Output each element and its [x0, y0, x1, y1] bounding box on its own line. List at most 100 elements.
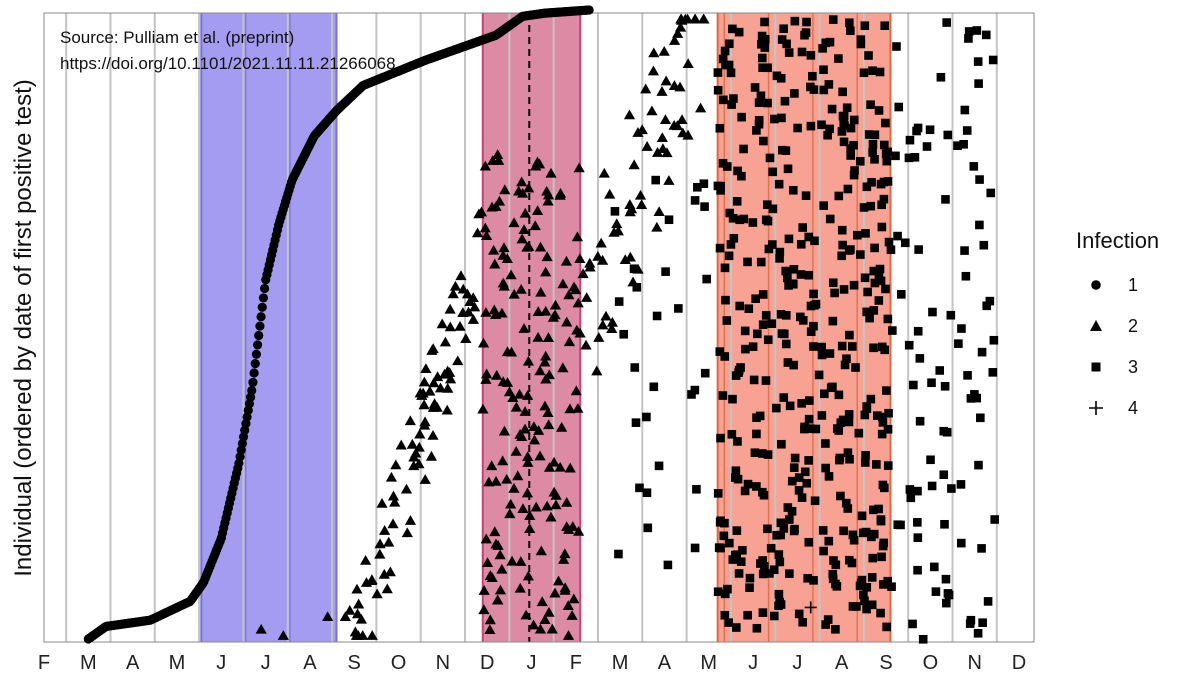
point-infection-3: [849, 115, 859, 125]
point-infection-3: [834, 390, 844, 400]
point-infection-2: [534, 450, 546, 461]
point-infection-3: [806, 327, 816, 336]
point-infection-3: [834, 191, 844, 201]
point-infection-3: [790, 453, 800, 463]
point-infection-2: [322, 611, 334, 622]
point-infection-3: [972, 393, 982, 403]
point-infection-3: [782, 39, 791, 49]
x-tick-label: S: [348, 652, 361, 674]
point-infection-2: [484, 624, 496, 635]
point-infection-3: [828, 382, 837, 392]
point-infection-3: [861, 450, 870, 460]
point-infection-3: [862, 307, 871, 317]
point-infection-3: [750, 83, 760, 92]
point-infection-2: [651, 147, 664, 157]
point-infection-3: [781, 339, 791, 349]
point-infection-2: [255, 623, 267, 634]
point-infection-3: [805, 396, 814, 405]
point-infection-3: [880, 140, 889, 150]
point-infection-3: [861, 527, 871, 537]
point-infection-3: [960, 105, 970, 115]
point-infection-2: [528, 434, 541, 445]
point-infection-3: [831, 625, 840, 634]
point-infection-3: [718, 54, 728, 64]
point-infection-3: [983, 597, 993, 606]
point-infection-1: [249, 368, 259, 378]
point-infection-2: [581, 292, 593, 302]
point-infection-3: [866, 100, 875, 109]
x-tick-label: A: [303, 652, 317, 674]
point-infection-3: [783, 358, 793, 367]
point-infection-3: [843, 184, 853, 194]
point-infection-3: [809, 85, 819, 94]
point-infection-2: [659, 114, 672, 125]
point-infection-3: [720, 610, 730, 620]
point-infection-3: [754, 119, 764, 129]
point-infection-2: [344, 604, 356, 615]
point-infection-3: [761, 215, 771, 225]
point-infection-3: [941, 195, 950, 204]
point-infection-3: [699, 179, 709, 189]
point-infection-2: [522, 355, 535, 366]
point-infection-3: [728, 555, 738, 564]
point-infection-3: [883, 177, 893, 186]
point-infection-2: [505, 498, 517, 509]
point-infection-3: [964, 27, 974, 36]
point-infection-2: [507, 392, 519, 402]
point-infection-3: [734, 27, 744, 37]
point-infection-2: [695, 102, 707, 113]
point-infection-2: [689, 13, 701, 24]
point-infection-3: [869, 306, 879, 315]
point-infection-3: [874, 106, 884, 115]
point-infection-3: [878, 480, 888, 490]
point-infection-2: [489, 526, 501, 537]
point-infection-3: [760, 43, 770, 52]
point-infection-2: [366, 574, 378, 584]
point-infection-3: [963, 371, 972, 380]
point-infection-3: [808, 71, 817, 81]
point-infection-3: [769, 565, 779, 575]
point-infection-3: [939, 470, 949, 480]
point-infection-3: [732, 526, 742, 535]
point-infection-3: [702, 274, 711, 284]
point-infection-2: [490, 475, 502, 486]
point-infection-3: [732, 550, 741, 560]
point-infection-3: [879, 194, 889, 204]
point-infection-2: [504, 508, 516, 519]
point-infection-3: [779, 393, 789, 402]
point-infection-2: [546, 623, 558, 634]
point-infection-3: [844, 417, 854, 427]
point-infection-3: [866, 201, 876, 211]
point-infection-3: [852, 230, 862, 240]
point-infection-2: [425, 450, 438, 461]
point-infection-3: [878, 418, 888, 427]
point-infection-2: [562, 600, 574, 611]
point-infection-3: [837, 225, 847, 235]
point-infection-3: [856, 35, 866, 44]
point-infection-3: [769, 611, 779, 621]
point-infection-3: [823, 130, 832, 140]
point-infection-3: [735, 301, 745, 311]
point-infection-3: [824, 536, 834, 546]
point-infection-2: [593, 332, 605, 342]
point-infection-3: [733, 437, 742, 446]
point-infection-3: [749, 375, 759, 385]
point-infection-3: [888, 326, 897, 335]
point-infection-3: [745, 583, 754, 592]
point-infection-3: [819, 201, 828, 210]
point-infection-2: [389, 496, 401, 507]
point-infection-3: [841, 498, 851, 508]
point-infection-2: [522, 457, 534, 467]
point-infection-3: [809, 289, 818, 299]
point-infection-3: [875, 67, 885, 77]
point-infection-2: [542, 189, 555, 200]
point-infection-3: [761, 376, 771, 385]
point-infection-3: [787, 506, 797, 516]
point-infection-3: [941, 574, 951, 584]
point-infection-3: [913, 565, 922, 575]
point-infection-3: [772, 531, 781, 540]
point-infection-3: [731, 466, 741, 476]
point-infection-2: [624, 251, 636, 262]
point-infection-3: [850, 166, 859, 175]
point-infection-3: [752, 623, 762, 633]
